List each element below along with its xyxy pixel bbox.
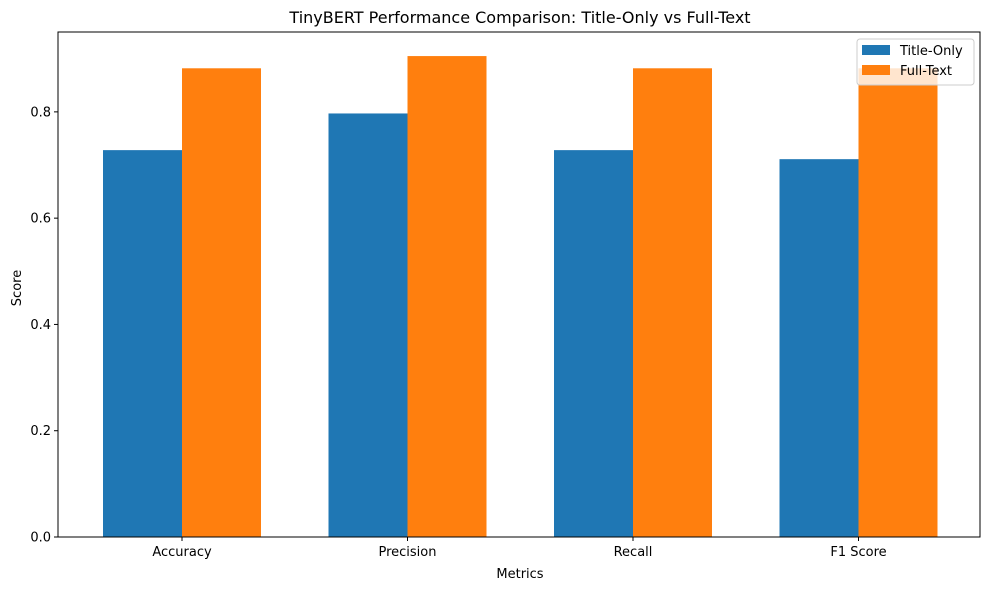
bar-full-text-accuracy	[182, 68, 261, 537]
x-tick-label: F1 Score	[830, 545, 886, 560]
x-tick-label: Precision	[378, 545, 436, 560]
legend-label: Full-Text	[900, 64, 952, 79]
legend-swatch	[862, 65, 890, 75]
y-tick-label: 0.6	[30, 212, 51, 227]
y-tick-label: 0.4	[30, 318, 51, 333]
y-axis: 0.0 0.2 0.4 0.6 0.8	[30, 105, 58, 546]
bars-group	[103, 56, 938, 537]
chart-title: TinyBERT Performance Comparison: Title-O…	[288, 8, 750, 27]
x-axis: Accuracy Precision Recall F1 Score	[152, 537, 887, 560]
bar-full-text-recall	[633, 68, 712, 537]
legend-swatch	[862, 45, 890, 55]
bar-full-text-precision	[407, 56, 487, 537]
plot-frame	[57, 31, 981, 538]
legend: Title-Only Full-Text	[856, 38, 975, 86]
y-tick-label: 0.2	[30, 424, 51, 439]
y-axis-label: Score	[10, 270, 25, 306]
legend-label: Title-Only	[899, 44, 963, 59]
bar-title-only-accuracy	[103, 150, 182, 537]
bar-title-only-precision	[328, 113, 408, 537]
x-tick-label: Recall	[614, 545, 653, 560]
y-tick-label: 0.0	[30, 531, 51, 546]
y-tick-label: 0.8	[30, 105, 51, 120]
bar-title-only-recall	[554, 150, 633, 537]
x-tick-label: Accuracy	[152, 545, 212, 560]
bar-full-text-f1-score	[858, 68, 938, 537]
x-axis-label: Metrics	[496, 567, 543, 582]
plot-area: 0.0 0.2 0.4 0.6 0.8 Accuracy Precision Recall F…	[30, 31, 981, 560]
bar-title-only-f1-score	[779, 159, 859, 537]
